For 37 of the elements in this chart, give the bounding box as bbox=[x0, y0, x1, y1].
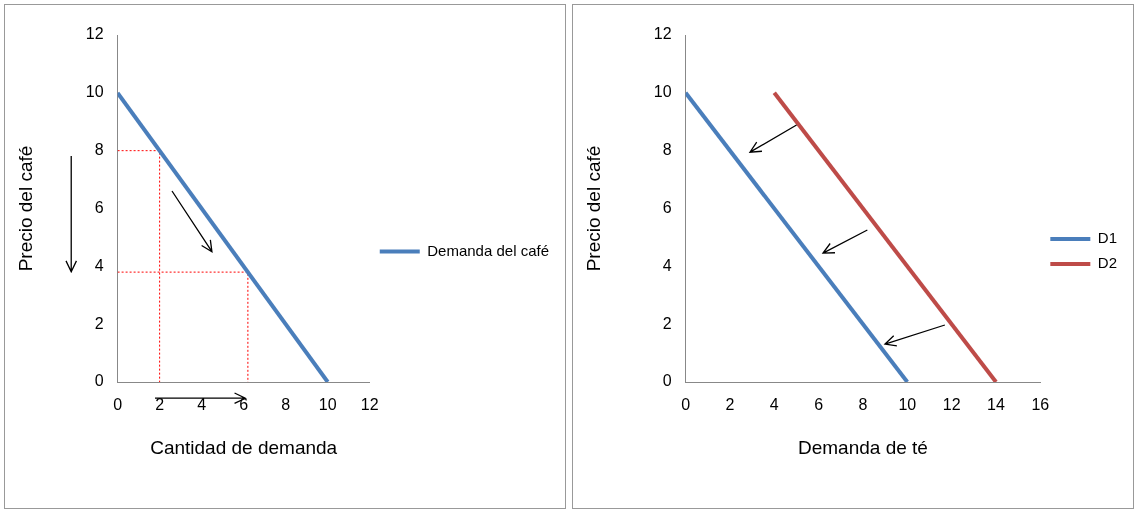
y-tick-label: 8 bbox=[662, 141, 672, 159]
legend-label: Demanda del café bbox=[427, 241, 550, 259]
x-tick-label: 10 bbox=[898, 396, 917, 414]
x-tick-label: 4 bbox=[769, 396, 779, 414]
y-tick-label: 12 bbox=[85, 25, 104, 43]
y-tick-label: 4 bbox=[662, 256, 672, 274]
x-tick-label: 2 bbox=[725, 396, 735, 414]
y-tick-label: 0 bbox=[94, 372, 104, 390]
x-tick-label: 12 bbox=[942, 396, 961, 414]
x-tick-label: 10 bbox=[318, 396, 337, 414]
x-tick-label: 2 bbox=[155, 396, 165, 414]
x-axis-title: Cantidad de demanda bbox=[150, 436, 338, 458]
y-tick-label: 8 bbox=[94, 141, 104, 159]
legend-label: D2 bbox=[1097, 254, 1118, 272]
x-tick-label: 0 bbox=[113, 396, 123, 414]
x-tick-label: 6 bbox=[814, 396, 824, 414]
legend-label: D1 bbox=[1097, 229, 1118, 247]
x-tick-label: 8 bbox=[858, 396, 868, 414]
x-tick-label: 16 bbox=[1031, 396, 1050, 414]
x-tick-label: 0 bbox=[681, 396, 691, 414]
y-axis-title: Precio del café bbox=[14, 145, 36, 272]
y-tick-label: 12 bbox=[653, 25, 672, 43]
x-tick-label: 4 bbox=[197, 396, 207, 414]
x-tick-label: 8 bbox=[281, 396, 291, 414]
x-tick-label: 6 bbox=[239, 396, 249, 414]
y-tick-label: 0 bbox=[662, 372, 672, 390]
x-tick-label: 12 bbox=[360, 396, 379, 414]
y-tick-label: 2 bbox=[94, 314, 104, 332]
x-axis-title: Demanda de té bbox=[798, 436, 928, 458]
y-tick-label: 10 bbox=[653, 83, 672, 101]
y-tick-label: 4 bbox=[94, 256, 104, 274]
y-tick-label: 2 bbox=[662, 314, 672, 332]
y-tick-label: 6 bbox=[94, 198, 104, 216]
y-tick-label: 10 bbox=[85, 83, 104, 101]
x-tick-label: 14 bbox=[987, 396, 1005, 414]
y-axis-title: Precio del café bbox=[582, 145, 604, 272]
y-tick-label: 6 bbox=[662, 198, 672, 216]
